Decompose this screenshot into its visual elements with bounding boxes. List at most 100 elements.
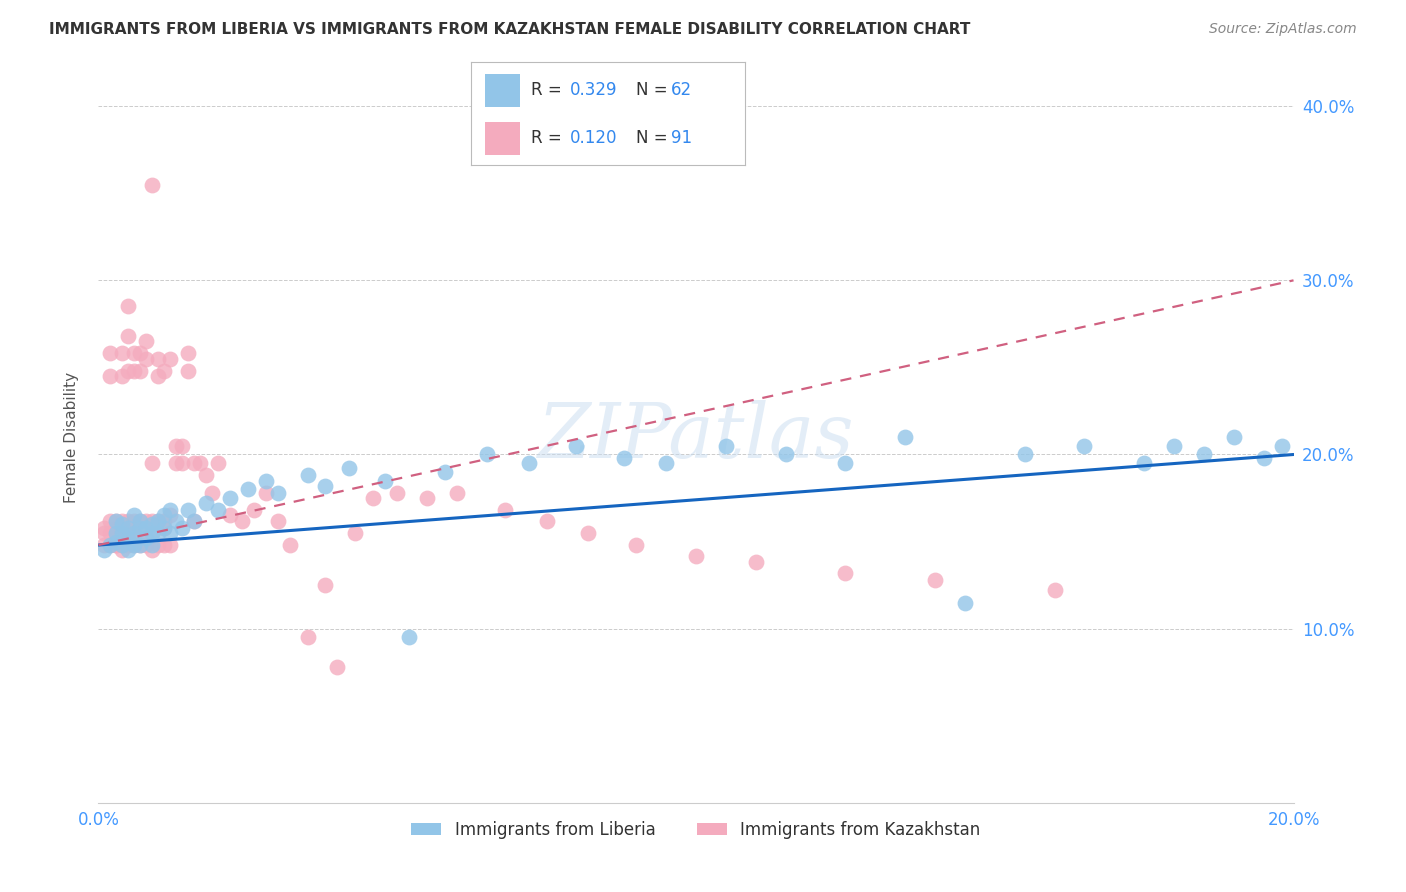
Point <box>135 351 157 366</box>
Point <box>135 521 157 535</box>
Text: IMMIGRANTS FROM LIBERIA VS IMMIGRANTS FROM KAZAKHSTAN FEMALE DISABILITY CORRELAT: IMMIGRANTS FROM LIBERIA VS IMMIGRANTS FR… <box>49 22 970 37</box>
Point <box>1192 448 1215 462</box>
Point <box>111 538 134 552</box>
Point <box>105 525 128 540</box>
Point <box>148 525 170 540</box>
Text: Source: ZipAtlas.com: Source: ZipAtlas.com <box>1209 22 1357 37</box>
Point <box>416 491 439 505</box>
Y-axis label: Female Disability: Female Disability <box>65 371 79 503</box>
Point <box>148 514 170 528</box>
Bar <box>485 122 520 155</box>
Point <box>117 538 139 552</box>
Point <box>685 549 707 563</box>
Point <box>517 456 540 470</box>
Point <box>183 514 205 528</box>
Point <box>834 566 856 580</box>
Point <box>148 514 170 528</box>
Point <box>953 595 976 609</box>
Point <box>1073 439 1095 453</box>
Point <box>105 514 128 528</box>
Point <box>159 508 181 523</box>
Point <box>111 346 134 360</box>
Point <box>1043 583 1066 598</box>
Point <box>153 508 176 523</box>
Point <box>1223 430 1246 444</box>
Point <box>98 538 122 552</box>
Point <box>183 456 205 470</box>
Point <box>153 521 176 535</box>
Point <box>93 525 115 540</box>
Point <box>243 503 266 517</box>
Point <box>219 508 242 523</box>
Point <box>111 369 134 384</box>
Point <box>111 514 134 528</box>
Point <box>315 479 337 493</box>
Point <box>129 514 152 528</box>
Point <box>129 364 152 378</box>
Point <box>834 456 856 470</box>
Point <box>231 514 253 528</box>
Text: 91: 91 <box>671 129 692 147</box>
Point <box>578 525 600 540</box>
Point <box>124 538 146 552</box>
Point <box>98 525 122 540</box>
Point <box>172 521 194 535</box>
Point <box>236 483 259 497</box>
Point <box>714 439 737 453</box>
Point <box>339 461 361 475</box>
Point <box>1253 450 1275 465</box>
Point <box>188 456 211 470</box>
Point <box>111 517 134 532</box>
Point <box>434 465 457 479</box>
Point <box>135 531 157 545</box>
Point <box>129 538 152 552</box>
Point <box>219 491 242 505</box>
Point <box>98 538 122 552</box>
Point <box>93 538 115 552</box>
Point <box>159 538 181 552</box>
Point <box>105 525 128 540</box>
Point <box>1271 439 1294 453</box>
Point <box>105 521 128 535</box>
Point <box>111 538 134 552</box>
Point <box>297 631 319 645</box>
Point <box>141 456 163 470</box>
Point <box>111 525 134 540</box>
Point <box>165 514 187 528</box>
Point <box>135 514 157 528</box>
Point <box>1163 439 1185 453</box>
Text: R =: R = <box>531 81 568 99</box>
Point <box>98 346 122 360</box>
Point <box>98 369 122 384</box>
Point <box>153 538 176 552</box>
Point <box>124 525 146 540</box>
Point <box>141 538 163 552</box>
Point <box>398 631 420 645</box>
Point <box>124 508 146 523</box>
Text: N =: N = <box>636 129 672 147</box>
Point <box>124 538 146 552</box>
Legend: Immigrants from Liberia, Immigrants from Kazakhstan: Immigrants from Liberia, Immigrants from… <box>405 814 987 846</box>
Point <box>613 450 636 465</box>
Point <box>129 538 152 552</box>
Bar <box>485 74 520 106</box>
Point <box>117 531 139 545</box>
Point <box>105 538 128 552</box>
Point <box>105 538 128 552</box>
Point <box>159 351 181 366</box>
Point <box>195 496 218 510</box>
Point <box>135 334 157 349</box>
Point <box>141 514 163 528</box>
Text: 0.120: 0.120 <box>569 129 617 147</box>
Point <box>267 485 290 500</box>
Point <box>129 525 152 540</box>
Point <box>536 514 558 528</box>
Point <box>111 543 134 558</box>
Point <box>207 503 229 517</box>
Point <box>207 456 229 470</box>
Point <box>141 178 163 192</box>
Point <box>745 556 768 570</box>
Point <box>385 485 409 500</box>
Point <box>111 525 134 540</box>
Point <box>177 503 200 517</box>
